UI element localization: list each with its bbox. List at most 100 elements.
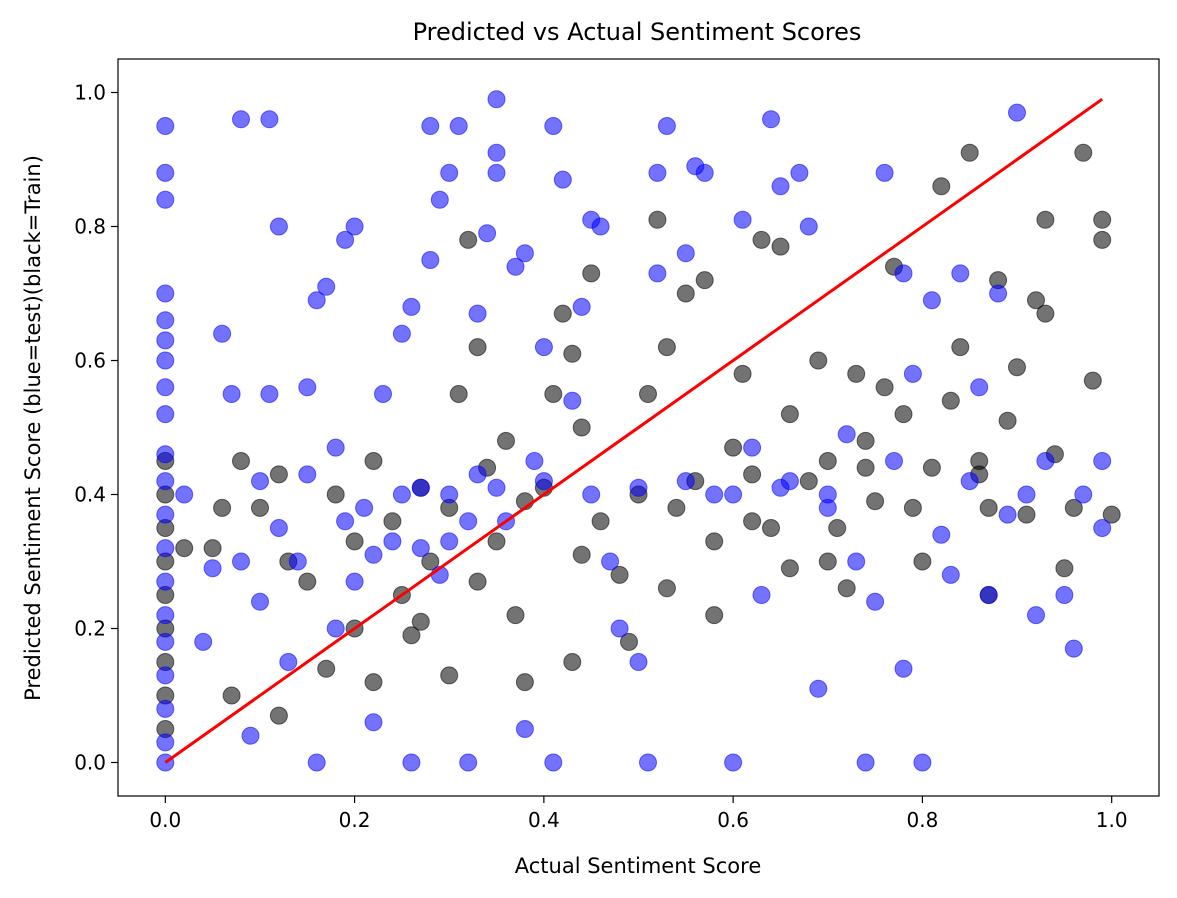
data-point — [771, 177, 790, 196]
data-point — [582, 485, 601, 504]
data-point — [525, 452, 544, 470]
data-point — [1055, 559, 1074, 578]
data-point — [194, 632, 213, 651]
data-point — [1064, 639, 1083, 658]
data-point — [648, 210, 667, 229]
y-tick-label: 0.8 — [74, 215, 106, 239]
data-point — [743, 512, 762, 531]
data-point — [724, 438, 743, 457]
data-point — [743, 438, 762, 457]
data-point — [497, 431, 515, 450]
data-point — [440, 666, 459, 685]
data-point — [563, 391, 582, 410]
data-point — [515, 244, 534, 263]
data-point — [478, 224, 497, 243]
data-point — [260, 385, 279, 403]
data-point — [724, 753, 743, 772]
data-point — [875, 163, 894, 182]
data-point — [856, 753, 875, 772]
data-point — [809, 679, 828, 698]
y-tick-label: 1.0 — [74, 81, 106, 105]
x-tick-label: 0.2 — [339, 808, 371, 832]
data-point — [1074, 143, 1093, 162]
y-tick-label: 0.0 — [74, 751, 106, 775]
data-point — [449, 117, 468, 135]
data-point — [780, 559, 799, 578]
data-point — [156, 284, 175, 303]
data-point — [771, 478, 790, 497]
data-point — [733, 210, 752, 229]
data-point — [156, 572, 175, 591]
data-point — [175, 539, 194, 558]
data-point — [941, 391, 960, 410]
data-point — [639, 385, 657, 403]
data-point — [279, 653, 298, 671]
data-point — [1093, 230, 1112, 249]
data-point — [828, 519, 847, 537]
data-point — [459, 512, 478, 531]
data-point — [856, 431, 875, 450]
data-point — [818, 452, 837, 470]
data-point — [468, 304, 487, 323]
data-point — [1008, 358, 1026, 377]
data-point — [620, 632, 638, 651]
data-point — [572, 545, 591, 564]
data-point — [601, 552, 620, 571]
data-point — [1036, 304, 1055, 323]
data-point — [998, 505, 1017, 524]
data-point — [222, 385, 241, 403]
data-point — [1074, 485, 1093, 504]
data-point — [421, 251, 440, 269]
data-point — [610, 619, 629, 638]
data-point — [572, 297, 591, 316]
data-point — [440, 532, 459, 551]
data-point — [1055, 586, 1074, 604]
data-point — [610, 565, 629, 584]
data-point — [269, 465, 288, 484]
data-point — [459, 230, 478, 249]
data-point — [695, 163, 714, 182]
data-point — [1036, 452, 1055, 470]
data-point — [402, 626, 421, 645]
data-point — [1083, 371, 1102, 390]
data-point — [421, 117, 440, 135]
data-point — [629, 478, 648, 497]
data-point — [515, 673, 534, 692]
data-point — [430, 190, 449, 209]
data-point — [544, 385, 563, 403]
data-point — [922, 458, 941, 477]
data-point — [752, 230, 771, 249]
y-tick-label: 0.4 — [74, 483, 106, 507]
data-point — [232, 110, 250, 129]
data-point — [563, 344, 582, 363]
data-point — [534, 472, 553, 491]
data-point — [241, 726, 260, 745]
data-point — [780, 405, 799, 424]
data-point — [213, 324, 232, 343]
data-point — [591, 512, 610, 531]
plot-frame — [117, 58, 1160, 797]
data-point — [269, 519, 288, 537]
data-point — [1093, 519, 1112, 537]
data-point — [326, 485, 345, 504]
data-point — [326, 619, 345, 638]
data-point — [979, 498, 998, 517]
data-point — [591, 217, 610, 236]
data-point — [307, 291, 326, 310]
data-point — [269, 217, 288, 236]
series-1 — [156, 90, 1112, 772]
x-tick-label: 1.0 — [1096, 808, 1128, 832]
data-point — [487, 143, 506, 162]
data-point — [411, 539, 430, 558]
data-point — [534, 338, 553, 357]
data-point — [885, 452, 903, 470]
data-point — [156, 117, 175, 135]
data-point — [156, 311, 175, 330]
data-point — [799, 472, 818, 491]
plot-area — [156, 90, 1121, 772]
data-point — [894, 405, 913, 424]
data-point — [156, 351, 175, 370]
y-tick-label: 0.2 — [74, 617, 106, 641]
